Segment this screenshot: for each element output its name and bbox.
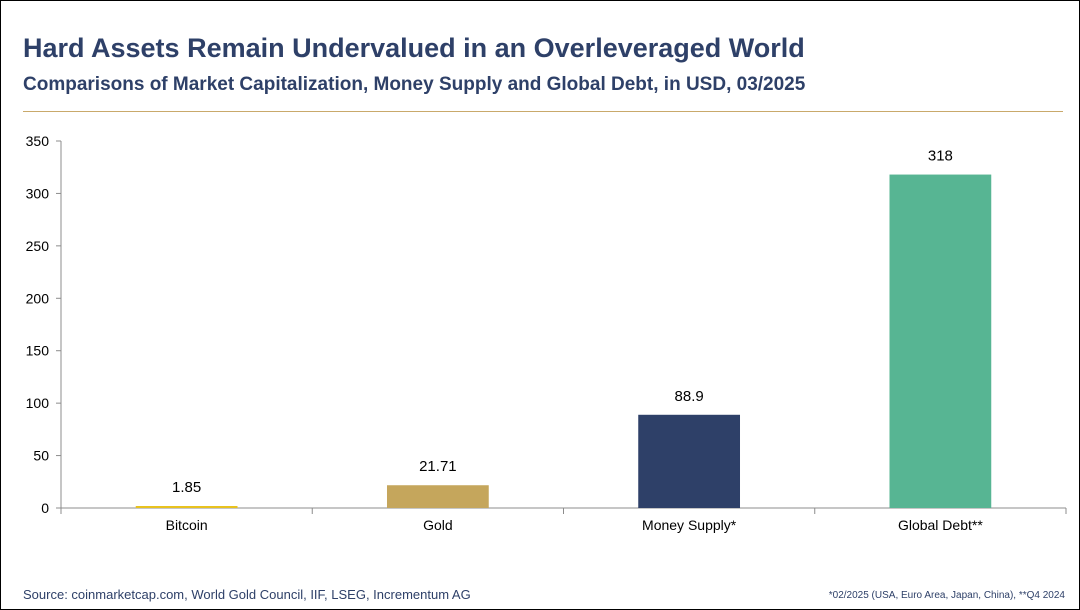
data-label: 318 [928,148,953,165]
chart-subtitle: Comparisons of Market Capitalization, Mo… [23,74,806,95]
x-tick-label: Money Supply* [642,517,737,533]
bar [638,414,741,508]
y-tick-label: 0 [41,500,49,516]
y-tick-label: 50 [33,448,49,464]
footnote: *02/2025 (USA, Euro Area, Japan, China),… [828,590,1065,601]
data-label: 21.71 [419,458,457,475]
y-tick-label: 100 [26,395,50,411]
bar [889,174,992,508]
x-tick-label: Bitcoin [166,517,208,533]
x-tick-label: Gold [423,517,453,533]
chart-title: Hard Assets Remain Undervalued in an Ove… [23,33,805,63]
data-label: 1.85 [172,479,201,496]
x-tick-label: Global Debt** [898,517,983,533]
bar [135,506,238,508]
y-tick-label: 350 [26,133,50,149]
bar-chart: 0 50 100 150 200 250 300 350 1.85 Bitcoin 21.71 Gol… [26,133,1067,533]
y-tick-label: 300 [26,185,50,201]
bar [386,485,489,508]
data-label: 88.9 [675,388,704,405]
source-note: Source: coinmarketcap.com, World Gold Co… [23,587,471,602]
y-tick-label: 250 [26,238,50,254]
y-tick-label: 150 [26,343,50,359]
title-divider [23,111,1063,112]
y-tick-label: 200 [26,290,50,306]
